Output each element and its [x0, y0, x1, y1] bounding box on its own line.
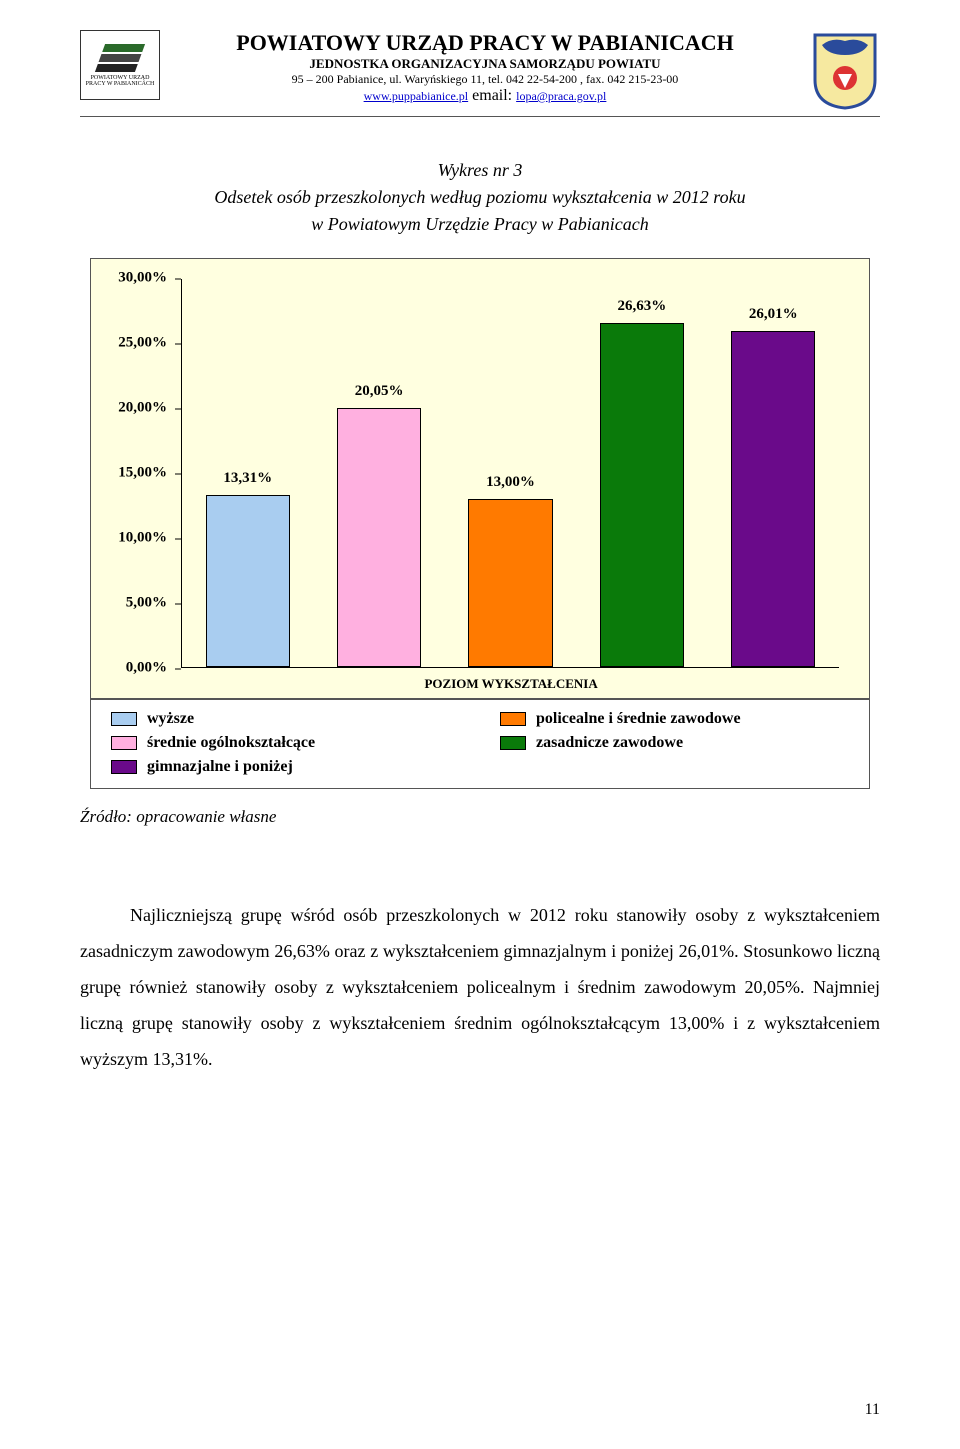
header-text-block: POWIATOWY URZĄD PRACY W PABIANICACH JEDN…: [176, 30, 794, 105]
y-tick-label: 5,00%: [126, 595, 167, 612]
chart-bar-value-label: 26,63%: [601, 298, 683, 315]
logo-text: POWIATOWY URZĄD PRACY W PABIANICACH: [81, 75, 159, 87]
legend-label: gimnazjalne i poniżej: [147, 758, 293, 776]
y-tick-label: 10,00%: [118, 530, 167, 547]
y-tick-label: 25,00%: [118, 335, 167, 352]
county-crest-icon: [810, 30, 880, 110]
y-tick-label: 0,00%: [126, 660, 167, 677]
header-links: www.puppabianice.pl email: lopa@praca.go…: [176, 87, 794, 105]
y-tick-label: 15,00%: [118, 465, 167, 482]
legend-swatch-icon: [500, 736, 526, 750]
chart-x-axis-label: POZIOM WYKSZTAŁCENIA: [424, 676, 597, 692]
chart-panel: 0,00% 5,00% 10,00% 15,00% 20,00% 25,00% 30,00%…: [90, 258, 870, 789]
legend-item: gimnazjalne i poniżej: [111, 758, 460, 776]
legend-label: policealne i średnie zawodowe: [536, 710, 741, 728]
chart-bar: 20,05%: [337, 408, 421, 667]
legend-label: średnie ogólnokształcące: [147, 734, 315, 752]
website-link[interactable]: www.puppabianice.pl: [364, 89, 469, 103]
chart-caption-l1: Wykres nr 3: [80, 157, 880, 184]
chart-caption-l3: w Powiatowym Urzędzie Pracy w Pabianicac…: [80, 211, 880, 238]
page-number: 11: [865, 1401, 880, 1419]
legend-item: zasadnicze zawodowe: [500, 734, 849, 752]
legend-swatch-icon: [111, 712, 137, 726]
legend-label: zasadnicze zawodowe: [536, 734, 683, 752]
legend-item: średnie ogólnokształcące: [111, 734, 460, 752]
header-subtitle: JEDNOSTKA ORGANIZACYJNA SAMORZĄDU POWIAT…: [176, 56, 794, 72]
chart-bar: 13,00%: [468, 499, 552, 667]
chart-bar-value-label: 26,01%: [732, 306, 814, 323]
office-logo: POWIATOWY URZĄD PRACY W PABIANICACH: [80, 30, 160, 100]
legend-item: wyższe: [111, 710, 460, 728]
page-header: POWIATOWY URZĄD PRACY W PABIANICACH POWI…: [80, 30, 880, 117]
legend-swatch-icon: [111, 736, 137, 750]
y-tick-label: 30,00%: [118, 270, 167, 287]
chart-bar-value-label: 20,05%: [338, 383, 420, 400]
chart-bar: 26,63%: [600, 323, 684, 667]
chart-plot-area: 0,00% 5,00% 10,00% 15,00% 20,00% 25,00% 30,00%…: [91, 259, 869, 699]
chart-source: Źródło: opracowanie własne: [80, 807, 880, 827]
chart-bar: 13,31%: [206, 495, 290, 667]
chart-caption-l2: Odsetek osób przeszkolonych według pozio…: [80, 184, 880, 211]
chart-caption: Wykres nr 3 Odsetek osób przeszkolonych …: [80, 157, 880, 238]
chart-legend: wyższe policealne i średnie zawodowe średn…: [91, 699, 869, 788]
email-prefix: email:: [468, 87, 516, 104]
y-tick-label: 20,00%: [118, 400, 167, 417]
chart-bars-area: 13,31% 20,05% 13,00% 26,63% 26,01%: [181, 279, 839, 668]
chart-y-axis: 0,00% 5,00% 10,00% 15,00% 20,00% 25,00% 30,00%: [91, 259, 181, 698]
legend-swatch-icon: [500, 712, 526, 726]
header-title: POWIATOWY URZĄD PRACY W PABIANICACH: [176, 30, 794, 56]
body-paragraph: Najliczniejszą grupę wśród osób przeszko…: [80, 897, 880, 1077]
chart-bar-value-label: 13,31%: [207, 470, 289, 487]
chart-bar: 26,01%: [731, 331, 815, 667]
legend-item: policealne i średnie zawodowe: [500, 710, 849, 728]
arrows-icon: [95, 44, 145, 72]
email-link[interactable]: lopa@praca.gov.pl: [516, 89, 606, 103]
legend-label: wyższe: [147, 710, 194, 728]
legend-swatch-icon: [111, 760, 137, 774]
chart-bar-value-label: 13,00%: [469, 474, 551, 491]
header-address: 95 – 200 Pabianice, ul. Waryńskiego 11, …: [176, 72, 794, 87]
